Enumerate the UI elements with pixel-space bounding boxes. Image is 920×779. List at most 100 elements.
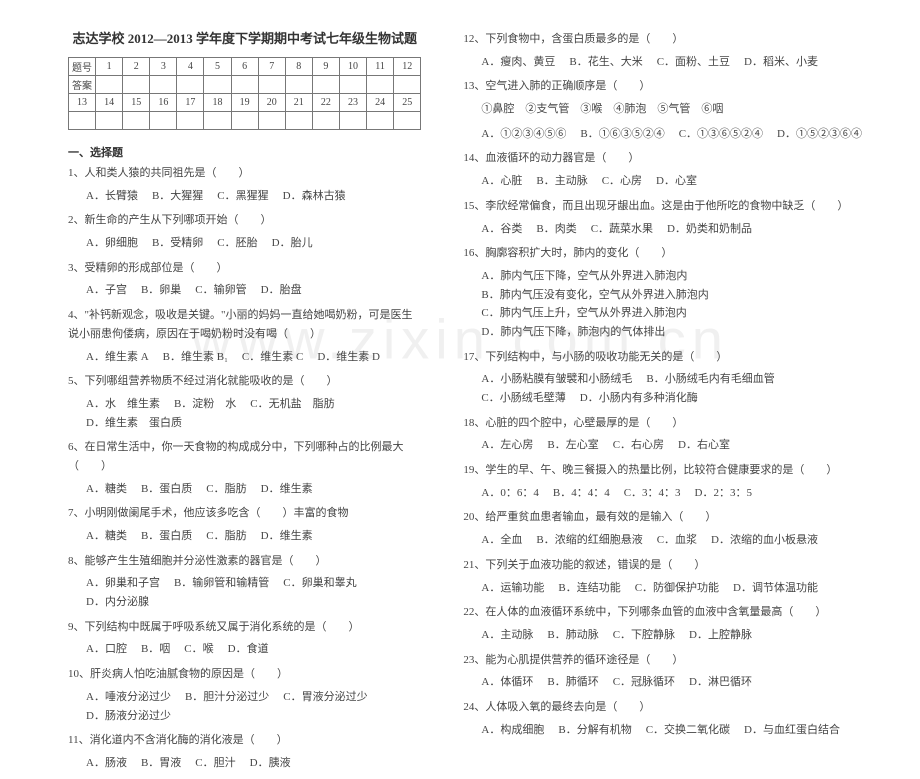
question-options: A．肠液B．胃液C．胆汁D．胰液 <box>86 754 421 773</box>
grid-row-3: 13141516171819202122232425 <box>69 94 421 112</box>
option: D．肺内气压下降，肺泡内的气体排出 <box>481 326 665 338</box>
grid-row-1: 题号123456789101112 <box>69 58 421 76</box>
option: B．蛋白质 <box>141 483 192 495</box>
question-options: A．水 维生素 B．淀粉 水 C．无机盐 脂肪 D．维生素 蛋白质 <box>86 395 421 432</box>
option: C．喉 <box>184 643 213 655</box>
question-stem: 21、下列关于血液功能的叙述，错误的是（ ） <box>463 556 876 575</box>
option: B．受精卵 <box>152 237 203 249</box>
grid-row-4 <box>69 112 421 130</box>
option: D．胎儿 <box>272 237 313 249</box>
question-options: A．糖类B．蛋白质C．脂肪D．维生素 <box>86 527 421 546</box>
question-options: A．主动脉B．肺动脉C．下腔静脉D．上腔静脉 <box>481 626 876 645</box>
question-options: A．构成细胞B．分解有机物C．交换二氧化碳D．与血红蛋白结合 <box>481 721 876 740</box>
question-options: A．长臂猿B．大猩猩C．黑猩猩D．森林古猿 <box>86 187 421 206</box>
option: B．胃液 <box>141 757 181 769</box>
option: D．小肠内有多种消化酶 <box>580 392 698 404</box>
option: B．卵巢 <box>141 284 181 296</box>
option: A．水 维生素 <box>86 398 160 410</box>
question-options: A．瘦肉、黄豆B．花生、大米C．面粉、土豆D．稻米、小麦 <box>481 53 876 72</box>
option: D．肠液分泌过少 <box>86 710 171 722</box>
left-column: 志达学校 2012—2013 学年度下学期期中考试七年级生物试题 题号12345… <box>68 28 421 658</box>
option: B．浓缩的红细胞悬液 <box>536 534 642 546</box>
option: B．花生、大米 <box>569 56 642 68</box>
option: C．冠脉循环 <box>613 676 675 688</box>
option: A．0：6：4 <box>481 487 538 499</box>
question-options: A．体循环 B．肺循环 C．冠脉循环 D．淋巴循环 <box>481 673 876 692</box>
option: D．维生素 <box>261 530 313 542</box>
option: D．上腔静脉 <box>689 629 752 641</box>
question-options: A．全血B．浓缩的红细胞悬液C．血浆D．浓缩的血小板悬液 <box>481 531 876 550</box>
option: A．谷类 <box>481 223 522 235</box>
option: D．心室 <box>656 175 697 187</box>
option: D．①⑤②③⑥④ <box>777 128 862 140</box>
option: B．肺循环 <box>547 676 598 688</box>
option: B．输卵管和输精管 <box>174 577 269 589</box>
option: B．淀粉 水 <box>174 398 236 410</box>
option: A．左心房 <box>481 439 533 451</box>
option: D．2：3：5 <box>695 487 752 499</box>
left-questions: 1、人和类人猿的共同祖先是（ ）A．长臂猿B．大猩猩C．黑猩猩D．森林古猿2、新… <box>68 162 421 779</box>
option: D．森林古猿 <box>283 190 346 202</box>
option: C．脂肪 <box>206 483 246 495</box>
question-stem: 1、人和类人猿的共同祖先是（ ） <box>68 164 421 183</box>
question-stem: 23、能为心肌提供营养的循环途径是（ ） <box>463 651 876 670</box>
question-stem: 17、下列结构中，与小肠的吸收功能无关的是（ ） <box>463 348 876 367</box>
option: A．运输功能 <box>481 582 544 594</box>
question-stem: 22、在人体的血液循环系统中，下列哪条血管的血液中含氧量最高（ ） <box>463 603 876 622</box>
option: C．心房 <box>602 175 642 187</box>
option: A．体循环 <box>481 676 533 688</box>
question-stem: 18、心脏的四个腔中，心壁最厚的是（ ） <box>463 414 876 433</box>
option: D．淋巴循环 <box>689 676 752 688</box>
question-stem: 4、"补钙新观念，吸收是关键。"小丽的妈妈一直给她喝奶粉，可是医生说小丽患佝偻病… <box>68 306 421 343</box>
option: B．连结功能 <box>558 582 620 594</box>
option: D．内分泌腺 <box>86 596 149 608</box>
option: A．唾液分泌过少 <box>86 691 171 703</box>
question-options: A．唾液分泌过少 B．胆汁分泌过少 C．胃液分泌过少 D．肠液分泌过少 <box>86 688 421 725</box>
option: A．构成细胞 <box>481 724 544 736</box>
grid-row-2: 答案 <box>69 76 421 94</box>
question-stem: 15、李欣经常偏食，而且出现牙龈出血。这是由于他所吃的食物中缺乏（ ） <box>463 197 876 216</box>
option: C．无机盐 脂肪 <box>250 398 334 410</box>
option: B．左心室 <box>547 439 598 451</box>
question-options: A．卵细胞B．受精卵C．胚胎D．胎儿 <box>86 234 421 253</box>
option: B．胆汁分泌过少 <box>185 691 269 703</box>
option: A．维生素 A <box>86 351 149 363</box>
question-stem: 8、能够产生生殖细胞并分泌性激素的器官是（ ） <box>68 552 421 571</box>
doc-title: 志达学校 2012—2013 学年度下学期期中考试七年级生物试题 <box>68 28 421 47</box>
option: B．小肠绒毛内有毛细血管 <box>646 373 774 385</box>
question-options: A．运输功能B．连结功能C．防御保护功能D．调节体温功能 <box>481 579 876 598</box>
option: A．主动脉 <box>481 629 533 641</box>
option: A．全血 <box>481 534 522 546</box>
question-sub: ①鼻腔 ②支气管 ③喉 ④肺泡 ⑤气管 ⑥咽 <box>481 100 876 119</box>
question-stem: 9、下列结构中既属于呼吸系统又属于消化系统的是（ ） <box>68 618 421 637</box>
option: A．肠液 <box>86 757 127 769</box>
option: C．胚胎 <box>217 237 257 249</box>
option: C．蔬菜水果 <box>591 223 653 235</box>
option: A．瘦肉、黄豆 <box>481 56 555 68</box>
page-two-column: 志达学校 2012—2013 学年度下学期期中考试七年级生物试题 题号12345… <box>68 28 876 658</box>
option: C．胃液分泌过少 <box>283 691 367 703</box>
question-stem: 16、胸廓容积扩大时，肺内的变化（ ） <box>463 244 876 263</box>
question-options: A．口腔B．咽C．喉D．食道 <box>86 640 421 659</box>
question-stem: 13、空气进入肺的正确顺序是（ ） <box>463 77 876 96</box>
question-stem: 3、受精卵的形成部位是（ ） <box>68 259 421 278</box>
option: A．卵巢和子宫 <box>86 577 160 589</box>
option: D．维生素 蛋白质 <box>86 417 182 429</box>
question-stem: 19、学生的早、午、晚三餐摄入的热量比例，比较符合健康要求的是（ ） <box>463 461 876 480</box>
option: C．面粉、土豆 <box>657 56 730 68</box>
question-options: A．子宫B．卵巢C．输卵管D．胎盘 <box>86 281 421 300</box>
question-stem: 24、人体吸入氧的最终去向是（ ） <box>463 698 876 717</box>
question-options: A．谷类B．肉类C．蔬菜水果D．奶类和奶制品 <box>481 220 876 239</box>
option: A．①②③④⑤⑥ <box>481 128 566 140</box>
option: C．肺内气压上升，空气从外界进入肺泡内 <box>481 307 686 319</box>
option: C．卵巢和睾丸 <box>283 577 356 589</box>
right-column: 12、下列食物中，含蛋白质最多的是（ ） A．瘦肉、黄豆 B．花生、大米 C．面粉、土… <box>463 28 876 658</box>
option: D．与血红蛋白结合 <box>744 724 840 736</box>
question-stem: 12、下列食物中，含蛋白质最多的是（ ） <box>463 30 876 49</box>
option: C．黑猩猩 <box>217 190 268 202</box>
question-stem: 20、给严重贫血患者输血，最有效的是输入（ ） <box>463 508 876 527</box>
question-stem: 2、新生命的产生从下列哪项开始（ ） <box>68 211 421 230</box>
question-stem: 11、消化道内不含消化酶的消化液是（ ） <box>68 731 421 750</box>
option: A．子宫 <box>86 284 127 296</box>
question-stem: 7、小明刚做阑尾手术，他应该多吃含（ ）丰富的食物 <box>68 504 421 523</box>
